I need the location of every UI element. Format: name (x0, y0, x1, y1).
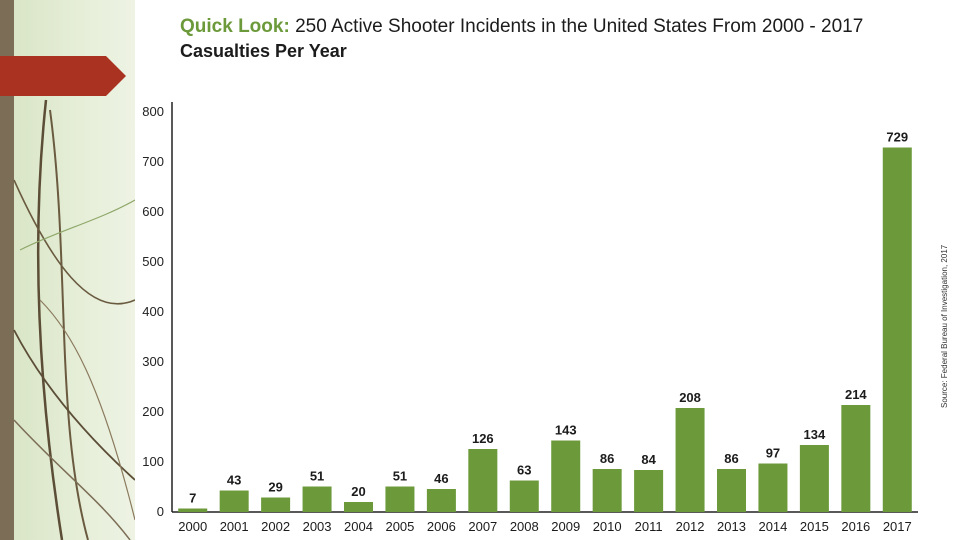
value-label-2013: 86 (724, 451, 738, 466)
value-label-2006: 46 (434, 471, 448, 486)
bar-2009 (551, 440, 581, 512)
title-block: Quick Look: 250 Active Shooter Incidents… (180, 14, 863, 63)
bar-2002 (261, 497, 291, 512)
value-label-2005: 51 (393, 469, 407, 484)
value-label-2009: 143 (555, 423, 577, 438)
bar-2001 (219, 490, 249, 512)
sidebar-strip (0, 0, 14, 540)
value-label-2016: 214 (845, 387, 867, 402)
source-note: Source: Federal Bureau of Investigation,… (940, 244, 949, 408)
x-tick-label-2011: 2011 (635, 519, 663, 534)
bar-2015 (799, 445, 829, 512)
x-tick-label-2007: 2007 (468, 519, 497, 534)
bar-2012 (675, 408, 705, 512)
value-label-2007: 126 (472, 431, 494, 446)
y-tick-label: 100 (142, 454, 164, 469)
x-tick-label-2008: 2008 (510, 519, 539, 534)
y-tick-label: 400 (142, 304, 164, 319)
x-tick-label-2012: 2012 (676, 519, 705, 534)
y-tick-label: 0 (157, 504, 164, 519)
bar-2011 (634, 470, 664, 512)
vine-decoration-icon (13, 99, 135, 540)
value-label-2008: 63 (517, 463, 531, 478)
value-label-2001: 43 (227, 473, 241, 488)
value-label-2004: 20 (351, 484, 365, 499)
chart-title-text: 250 Active Shooter Incidents in the Unit… (295, 16, 864, 37)
bar-2007 (468, 449, 498, 512)
value-label-2012: 208 (679, 390, 701, 405)
y-tick-label: 800 (142, 104, 164, 119)
bar-2014 (758, 463, 788, 512)
x-tick-label-2013: 2013 (717, 519, 746, 534)
x-tick-label-2009: 2009 (551, 519, 580, 534)
x-tick-label-2017: 2017 (883, 519, 912, 534)
x-tick-label-2002: 2002 (261, 519, 290, 534)
y-tick-label: 500 (142, 254, 164, 269)
y-tick-label: 600 (142, 204, 164, 219)
x-tick-label-2015: 2015 (800, 519, 829, 534)
x-tick-label-2014: 2014 (758, 519, 787, 534)
bar-2010 (592, 469, 622, 512)
x-tick-label-2005: 2005 (385, 519, 414, 534)
value-label-2010: 86 (600, 451, 614, 466)
x-tick-label-2003: 2003 (303, 519, 332, 534)
value-label-2003: 51 (310, 469, 324, 484)
bar-2004 (343, 502, 374, 512)
x-tick-label-2001: 2001 (220, 519, 249, 534)
value-label-2002: 29 (268, 480, 282, 495)
value-label-2014: 97 (766, 446, 780, 461)
x-tick-label-2004: 2004 (344, 519, 373, 534)
bar-2005 (385, 486, 415, 512)
red-arrow-tab-icon (0, 56, 126, 96)
bar-2017 (882, 147, 912, 512)
chart-subtitle: Casualties Per Year (180, 41, 347, 61)
bar-2008 (509, 480, 539, 512)
y-tick-label: 700 (142, 154, 164, 169)
bar-2003 (302, 486, 332, 512)
chart-title: Quick Look: 250 Active Shooter Incidents… (180, 14, 863, 39)
y-tick-label: 300 (142, 354, 164, 369)
value-label-2017: 729 (886, 130, 908, 145)
bar-2013 (716, 469, 747, 512)
bar-2006 (426, 489, 456, 512)
chart-title-prefix: Quick Look: (180, 16, 290, 37)
value-label-2015: 134 (804, 427, 826, 442)
x-tick-label-2006: 2006 (427, 519, 456, 534)
y-tick-label: 200 (142, 404, 164, 419)
value-label-2000: 7 (189, 491, 196, 506)
bar-2000 (178, 508, 208, 512)
x-tick-label-2016: 2016 (841, 519, 870, 534)
x-tick-label-2010: 2010 (593, 519, 622, 534)
x-tick-label-2000: 2000 (178, 519, 207, 534)
bar-2016 (841, 405, 871, 512)
value-label-2011: 84 (641, 452, 656, 467)
